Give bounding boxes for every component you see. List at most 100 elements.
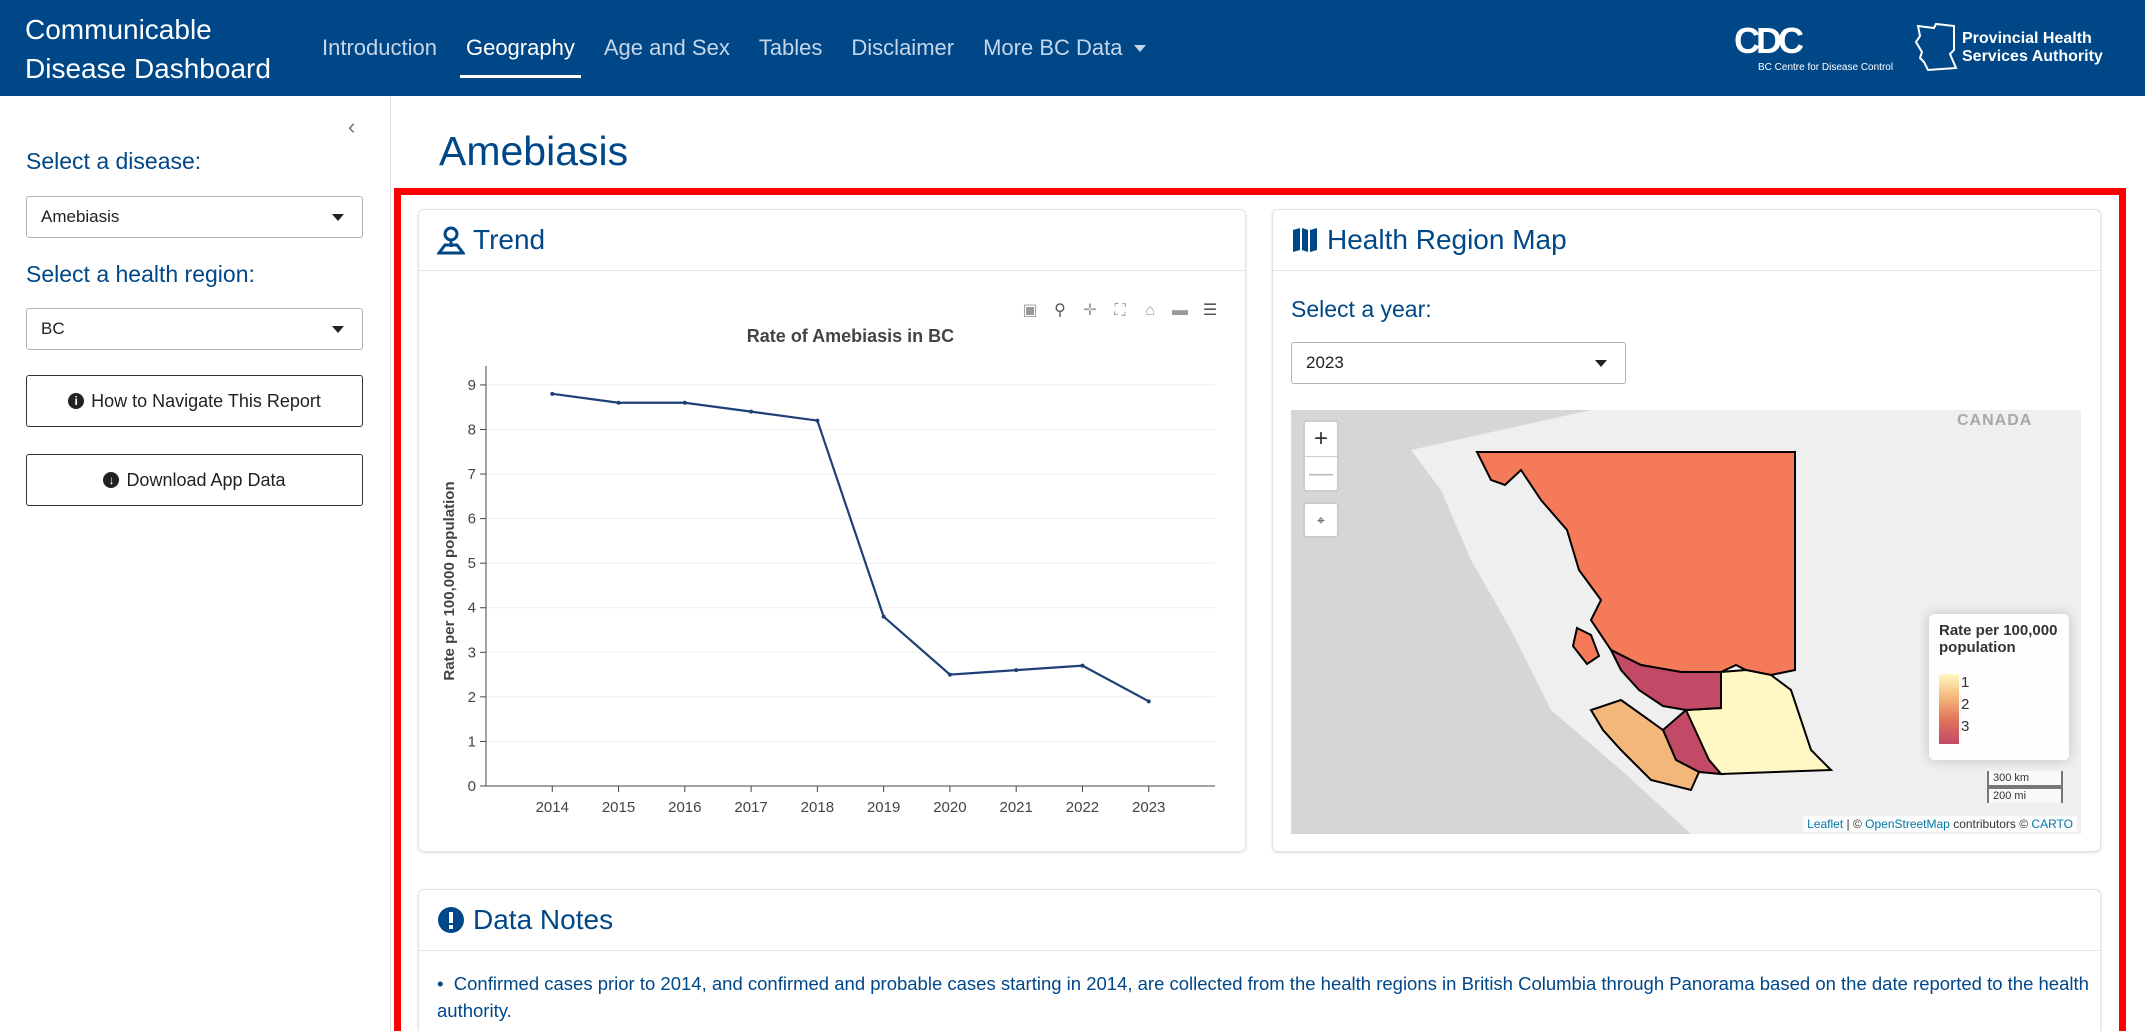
nav-age-and-sex[interactable]: Age and Sex xyxy=(603,35,730,60)
map-attribution: Leaflet | © OpenStreetMap contributors ©… xyxy=(1803,816,2077,832)
map-reset-view-button[interactable]: ⌖ xyxy=(1303,502,1339,538)
app-brand[interactable]: Communicable Disease Dashboard xyxy=(25,10,271,88)
zoom-out-button[interactable]: — xyxy=(1305,456,1337,490)
phsa-line2: Services Authority xyxy=(1962,48,2103,65)
y-tick-label: 6 xyxy=(468,511,476,528)
download-app-data-button[interactable]: ↓ Download App Data xyxy=(26,454,363,506)
y-tick-label: 3 xyxy=(468,644,476,661)
attribution-contrib: contributors © xyxy=(1953,817,2029,831)
disease-select[interactable]: Amebiasis xyxy=(26,196,363,238)
y-tick-label: 1 xyxy=(468,733,476,750)
trend-point xyxy=(749,409,754,414)
legend-tick-1: 1 xyxy=(1961,674,1970,691)
health-region-map[interactable]: CANADA + — ⌖ Rate per 100,000 population… xyxy=(1291,410,2081,834)
region-select-label: Select a health region: xyxy=(26,261,255,287)
map-basemap xyxy=(1291,410,2081,834)
scale-mi: 200 mi xyxy=(1987,787,2063,803)
exclamation-circle-icon xyxy=(438,907,464,933)
home-icon[interactable]: ⌂ xyxy=(1145,302,1155,319)
x-tick-label: 2014 xyxy=(536,799,569,816)
x-tick-label: 2018 xyxy=(801,799,834,816)
map-zoom-control: + — xyxy=(1303,420,1339,492)
caret-down-icon xyxy=(332,214,344,221)
nav-more-bc-data-dropdown[interactable]: More BC Data xyxy=(983,0,1147,96)
trend-point xyxy=(947,672,952,677)
map-icon xyxy=(1293,228,1317,252)
year-select[interactable]: 2023 xyxy=(1291,342,1626,384)
top-navbar: Communicable Disease Dashboard Introduct… xyxy=(0,0,2145,96)
brand-line2: Disease Dashboard xyxy=(25,53,271,84)
x-tick-label: 2021 xyxy=(999,799,1032,816)
trend-point xyxy=(1014,668,1019,673)
zoom-icon[interactable]: ⚲ xyxy=(1054,302,1066,319)
data-notes-header: Data Notes xyxy=(419,890,2100,951)
disease-select-label: Select a disease: xyxy=(26,148,202,174)
nav-links: Introduction Geography Age and Sex Table… xyxy=(322,0,1175,96)
how-to-navigate-button[interactable]: i How to Navigate This Report xyxy=(26,375,363,427)
spike-lines-icon[interactable]: ▬ xyxy=(1172,302,1188,319)
info-circle-icon: i xyxy=(68,393,85,409)
x-tick-label: 2020 xyxy=(933,799,966,816)
x-tick-label: 2022 xyxy=(1066,799,1099,816)
map-scale-bar: 300 km 200 mi xyxy=(1987,771,2063,803)
download-circle-icon: ↓ xyxy=(103,472,120,488)
region-select[interactable]: BC xyxy=(26,308,363,350)
year-select-value: 2023 xyxy=(1306,353,1344,372)
trend-point xyxy=(550,391,555,396)
nav-geography[interactable]: Geography xyxy=(459,0,581,96)
leaflet-link[interactable]: Leaflet xyxy=(1807,817,1844,831)
x-tick-label: 2017 xyxy=(734,799,767,816)
nav-tables[interactable]: Tables xyxy=(758,35,823,60)
bccdc-logo-text: BC Centre for Disease Control xyxy=(1758,62,1894,73)
trend-point xyxy=(1080,663,1085,668)
chart-title: Rate of Amebiasis in BC xyxy=(747,326,954,346)
data-notes-card: Data Notes • Confirmed cases prior to 20… xyxy=(418,889,2101,1031)
y-tick-label: 0 xyxy=(468,778,476,795)
data-note-text: Confirmed cases prior to 2014, and confi… xyxy=(437,973,2089,1021)
zoom-in-button[interactable]: + xyxy=(1313,425,1328,452)
y-tick-label: 7 xyxy=(468,466,476,483)
legend-tick-2: 2 xyxy=(1961,696,1970,713)
person-pin-icon xyxy=(437,226,465,255)
map-card: Health Region Map Select a year: 2023 CA… xyxy=(1272,209,2101,852)
legend-tick-3: 3 xyxy=(1961,718,1970,735)
nav-disclaimer[interactable]: Disclaimer xyxy=(851,35,955,60)
bccdc-logo[interactable]: CDC BC Centre for Disease Control xyxy=(1730,20,1894,76)
sidebar-collapse-chevron-icon[interactable]: ‹ xyxy=(348,114,356,139)
nav-introduction[interactable]: Introduction xyxy=(322,35,437,60)
x-tick-label: 2023 xyxy=(1132,799,1165,816)
trend-series-line xyxy=(552,392,1150,703)
data-notes-title: Data Notes xyxy=(473,904,614,935)
y-axis-label: Rate per 100,000 population xyxy=(441,481,458,680)
trend-point xyxy=(682,400,687,405)
y-tick-label: 4 xyxy=(468,600,476,617)
trend-card: Trend ▣ ⚲ ✛ ⛶ ⌂ ▬ ☰ Rate of Amebiasis in… xyxy=(418,209,1246,852)
caret-down-icon xyxy=(1134,44,1147,52)
trend-card-header: Trend xyxy=(419,210,1245,271)
trend-line-chart: Rate of Amebiasis in BC 0 1 2 3 4 5 6 7 8 9 2014 201… xyxy=(441,326,1215,816)
trend-point xyxy=(881,614,886,619)
trend-point xyxy=(815,418,820,423)
brand-line1: Communicable xyxy=(25,14,212,45)
sidebar: ‹ Select a disease: Amebiasis Select a h… xyxy=(0,96,391,1031)
highlight-box xyxy=(394,188,2126,1031)
y-tick-label: 9 xyxy=(468,377,476,394)
caret-down-icon xyxy=(332,326,344,333)
osm-link[interactable]: OpenStreetMap xyxy=(1865,817,1950,831)
region-vancouver-coastal xyxy=(1608,647,1722,712)
bc-province-outline-icon xyxy=(1914,22,1958,72)
caret-down-icon xyxy=(1595,360,1607,367)
attribution-sep: | © xyxy=(1846,817,1862,831)
compare-hover-icon[interactable]: ☰ xyxy=(1202,302,1218,319)
bullet-icon: • xyxy=(437,973,454,994)
camera-icon[interactable]: ▣ xyxy=(1022,302,1038,319)
x-tick-label: 2016 xyxy=(668,799,701,816)
phsa-line1: Provincial Health xyxy=(1962,30,2092,47)
data-note-item: • Confirmed cases prior to 2014, and con… xyxy=(437,970,2097,1024)
carto-link[interactable]: CARTO xyxy=(2031,817,2073,831)
autoscale-icon[interactable]: ⛶ xyxy=(1114,302,1126,319)
legend-title-line2: population xyxy=(1939,639,2016,656)
pan-icon[interactable]: ✛ xyxy=(1083,302,1097,319)
phsa-logo[interactable]: Provincial Health Services Authority xyxy=(1914,22,2114,74)
page-title: Amebiasis xyxy=(439,128,629,174)
